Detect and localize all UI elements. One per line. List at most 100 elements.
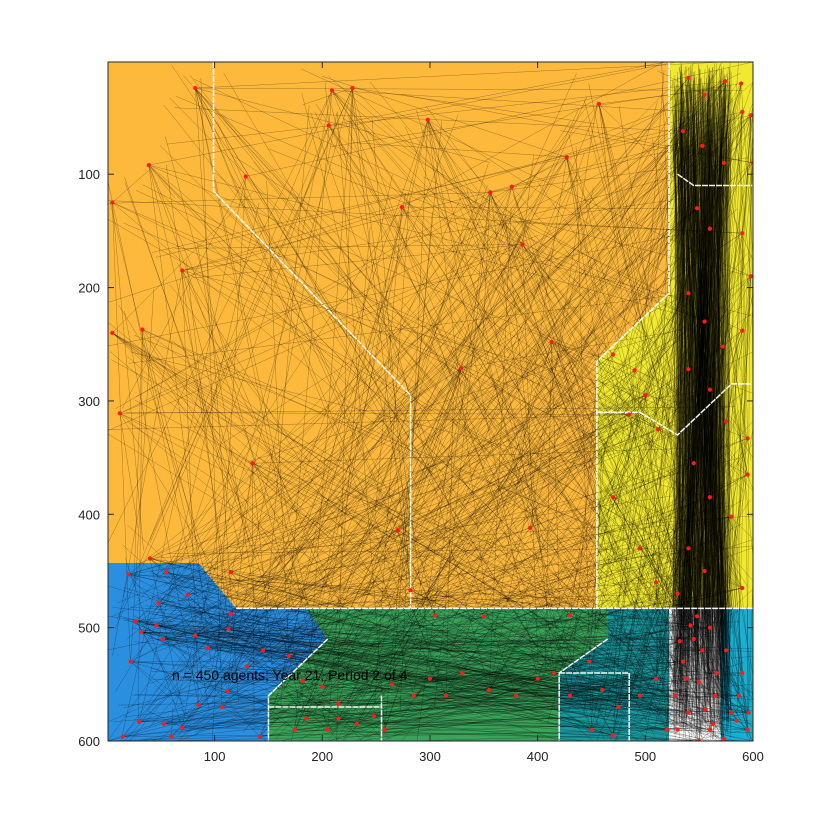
trail-line <box>202 626 339 719</box>
trail-line <box>182 270 385 696</box>
trail-line <box>112 332 704 733</box>
trail-line <box>684 100 708 718</box>
trail-line <box>230 529 398 549</box>
trail-line <box>676 90 721 685</box>
trail-line <box>149 270 735 559</box>
trail-line <box>699 139 713 618</box>
trail-line <box>687 116 692 641</box>
trail-line <box>705 474 748 707</box>
trail-line <box>295 685 299 730</box>
agent-point <box>740 670 745 676</box>
trail-line <box>690 149 724 688</box>
agent-point <box>147 556 153 561</box>
trail-line <box>676 63 721 710</box>
trail-line <box>645 395 671 672</box>
trail-line <box>347 115 462 369</box>
trail-line <box>130 289 154 662</box>
trail-line <box>384 660 463 674</box>
trail-line <box>129 77 689 741</box>
trail-line <box>577 293 689 679</box>
trail-line <box>711 143 721 618</box>
agent-point <box>707 495 713 500</box>
trail-line <box>595 438 748 625</box>
trail-line <box>704 205 722 322</box>
trail-line <box>708 68 714 690</box>
trail-line <box>691 124 712 723</box>
trail-line <box>724 661 732 713</box>
trail-line <box>112 202 644 429</box>
trail-line <box>142 329 394 676</box>
trail-line <box>384 597 644 730</box>
trail-line <box>725 109 731 738</box>
trail-line <box>429 678 753 708</box>
agent-point <box>729 710 734 715</box>
trail-line <box>152 115 751 253</box>
trail-line <box>162 573 698 617</box>
trail-line <box>681 120 715 732</box>
trail-line <box>522 244 705 530</box>
agent-point <box>120 734 126 739</box>
trail-line <box>682 135 699 648</box>
trail-line <box>634 370 659 381</box>
trail-line <box>338 676 711 719</box>
trail-line <box>722 150 730 608</box>
trail-line <box>534 506 749 713</box>
trail-line <box>401 188 751 277</box>
x-tick-label: 100 <box>204 749 226 764</box>
agent-point <box>567 613 573 618</box>
trail-line <box>236 587 743 685</box>
agent-point <box>354 721 359 727</box>
agent-point <box>736 693 742 698</box>
trail-line <box>709 67 711 618</box>
trail-line <box>222 114 749 713</box>
trail-line <box>679 641 753 729</box>
trail-line <box>685 84 718 715</box>
trail-line <box>701 87 725 738</box>
trail-line <box>168 97 691 626</box>
trail-line <box>120 176 247 741</box>
trail-line <box>118 615 447 696</box>
trail-line <box>712 89 725 606</box>
trail-line <box>511 429 659 672</box>
trail-line <box>684 132 706 724</box>
trail-line <box>133 615 157 626</box>
trail-line <box>219 649 590 662</box>
x-tick-label: 300 <box>419 749 441 764</box>
trail-line <box>161 627 323 687</box>
trail-line <box>245 689 296 730</box>
trail-line <box>674 112 703 668</box>
trail-line <box>166 81 726 145</box>
trail-line <box>693 96 730 660</box>
trail-line <box>684 114 718 646</box>
trail-line <box>656 547 753 583</box>
trail-line <box>677 120 712 690</box>
trail-line <box>397 84 728 531</box>
trail-line <box>602 462 645 691</box>
trail-line <box>713 87 726 680</box>
trail-line <box>422 129 703 651</box>
trail-line <box>295 674 647 730</box>
trail-line <box>158 545 753 603</box>
agent-point <box>656 427 661 432</box>
trail-line <box>704 94 720 716</box>
trail-line <box>181 622 447 696</box>
trail-line <box>676 86 710 661</box>
trail-line <box>676 140 696 662</box>
trail-line <box>685 91 725 722</box>
trail-line <box>356 523 742 725</box>
trail-line <box>726 98 732 641</box>
trail-line <box>694 81 726 676</box>
trail-line <box>677 593 716 698</box>
agent-point <box>487 687 492 693</box>
trail-line <box>680 62 718 707</box>
trail-line <box>698 147 716 628</box>
trail-line <box>182 685 609 728</box>
agent-point <box>399 204 405 210</box>
agent-point <box>587 659 592 664</box>
trail-line <box>674 88 716 704</box>
trail-line <box>194 706 223 737</box>
trail-line <box>726 72 732 718</box>
trail-line <box>564 371 657 679</box>
trail-line <box>486 369 711 730</box>
trail-line <box>331 90 712 644</box>
